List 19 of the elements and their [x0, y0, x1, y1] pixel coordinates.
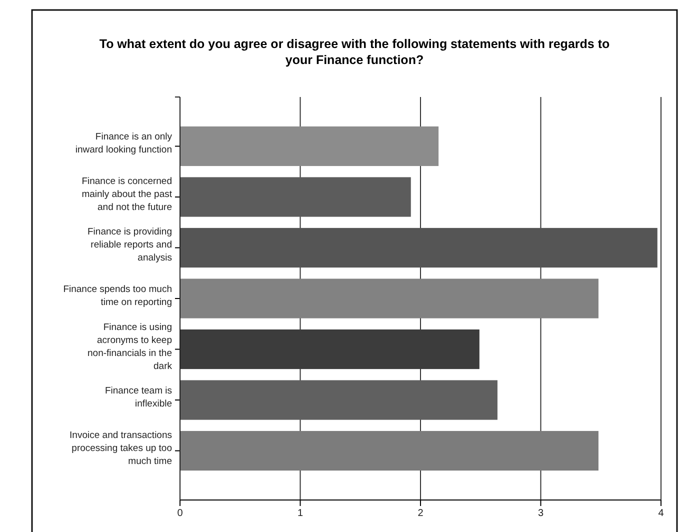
bar [180, 228, 658, 268]
x-tick-label: 1 [297, 508, 304, 520]
bar [180, 126, 439, 166]
y-tick-label: Finance is using acronyms to keep non-financials in the dark [88, 322, 172, 372]
y-tick-label: Finance is providing reliable reports and analysis [88, 226, 172, 264]
y-tick-label: Finance spends too much time on reporting [63, 284, 172, 308]
y-tick-label: Finance team is inflexible [104, 386, 172, 410]
x-tick-label: 0 [177, 508, 184, 520]
x-tick-label: 2 [418, 508, 424, 520]
bar [180, 177, 411, 217]
bar [180, 278, 598, 318]
y-tick-label: Invoice and transactions processing takes up too much time [70, 430, 172, 467]
bar [180, 430, 598, 471]
chart-title: To what extent do you agree or disagree with the following statements with regards to your Finance function? [99, 37, 610, 67]
x-tick-label: 4 [658, 508, 664, 520]
x-tick-label: 3 [538, 508, 544, 520]
bar [180, 380, 498, 420]
y-tick-label: Finance is concerned mainly about the past and not the future [82, 176, 172, 213]
y-tick-label: Finance is an only inward looking function [75, 132, 172, 156]
